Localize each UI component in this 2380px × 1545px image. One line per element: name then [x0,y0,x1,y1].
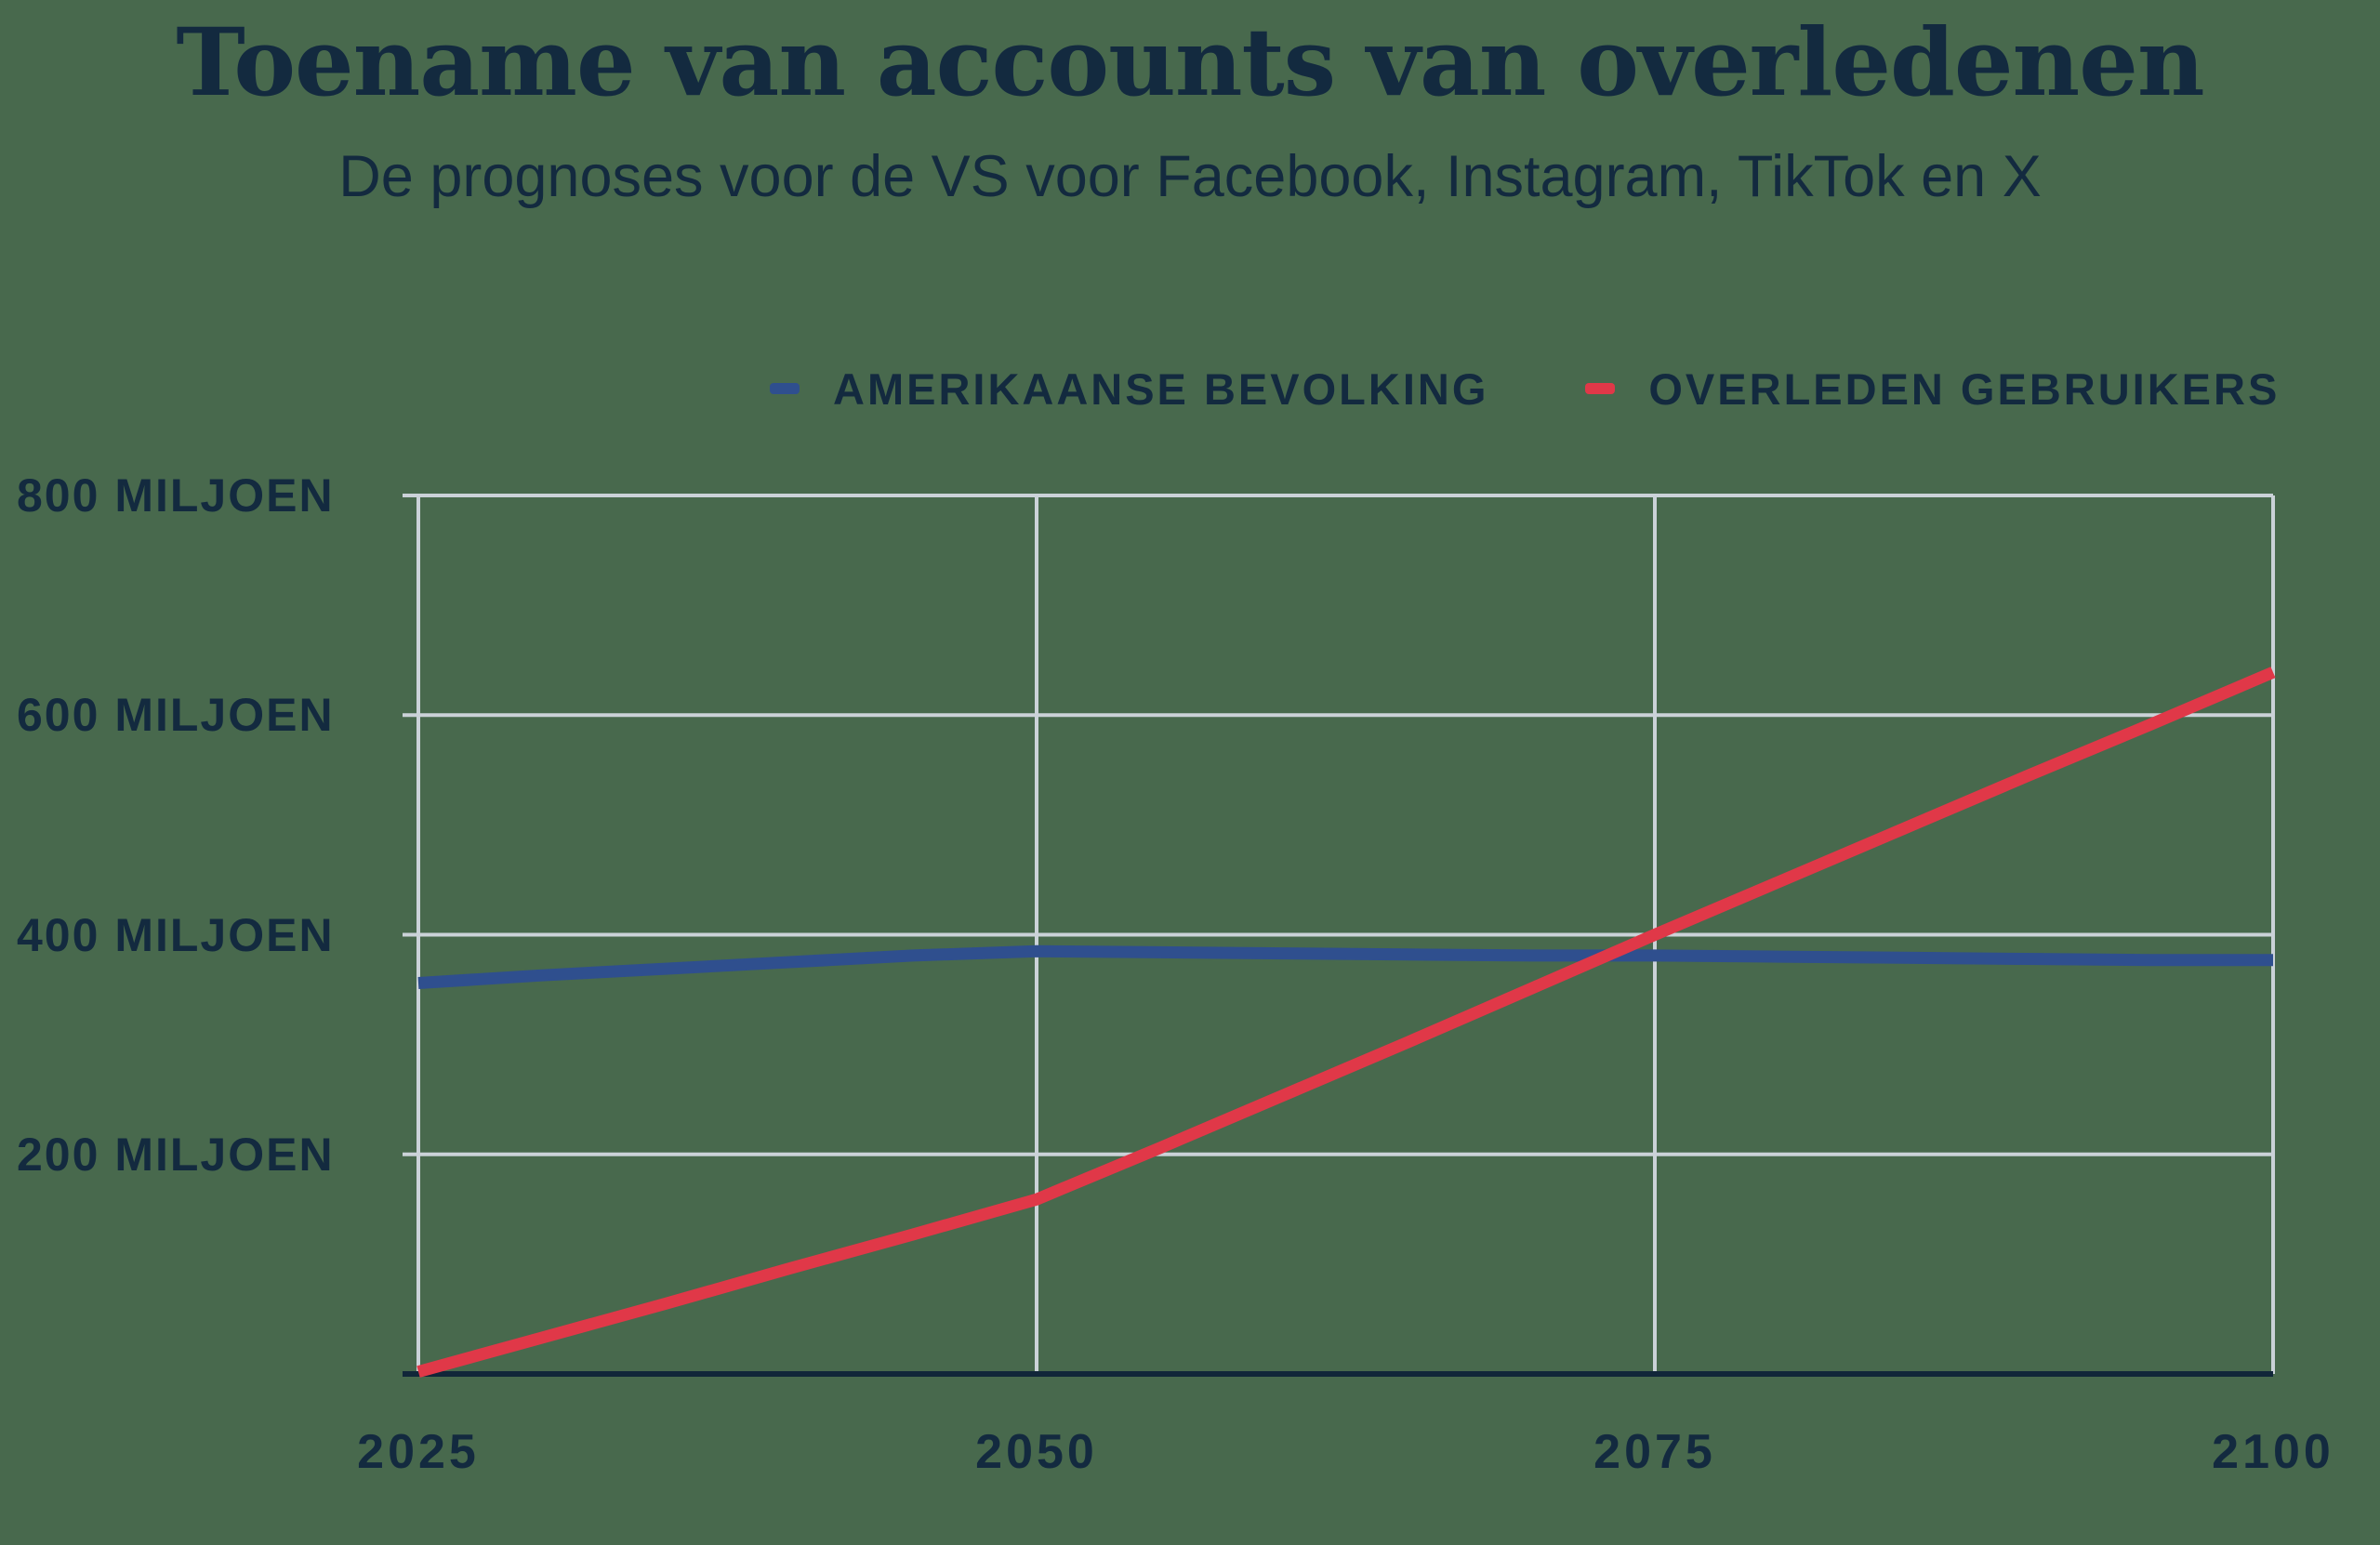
deceased-line [416,667,2276,1378]
population-swatch [770,383,800,394]
horizontal-gridlines [403,494,2273,1156]
population-line [417,944,2273,989]
chart-subtitle: De prognoses voor de VS voor Facebook, I… [338,144,2042,209]
legend-item-population: AMERIKAANSE BEVOLKING [770,363,1488,415]
x-axis-label-2075: 2075 [1593,1425,1716,1479]
legend-item-deceased: OVERLEDEN GEBRUIKERS [1585,363,2280,415]
deceased-swatch [1585,383,1616,394]
legend-label-population: AMERIKAANSE BEVOLKING [833,363,1489,414]
x-axis-label-2050: 2050 [975,1425,1098,1479]
y-axis-label-400: 400 MILJOEN [17,908,335,961]
chart-title: Toename van accounts van overledenen [176,7,2204,117]
x-axis-label-2100: 2100 [2212,1425,2334,1479]
y-axis-label-600: 600 MILJOEN [17,689,335,742]
legend-label-deceased: OVERLEDEN GEBRUIKERS [1648,363,2281,414]
legend: AMERIKAANSE BEVOLKING OVERLEDEN GEBRUIKE… [770,363,2280,415]
x-axis-label-2025: 2025 [357,1425,480,1479]
y-axis-label-200: 200 MILJOEN [17,1128,335,1181]
y-axis-label-800: 800 MILJOEN [17,469,335,522]
